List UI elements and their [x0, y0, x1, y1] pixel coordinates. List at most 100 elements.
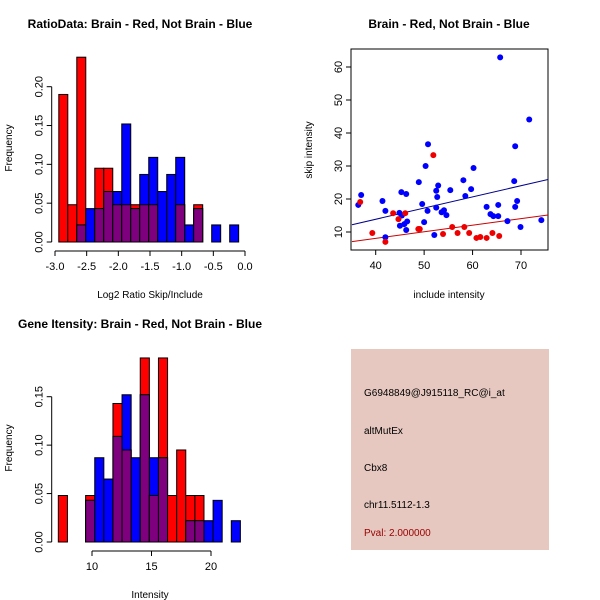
point-not-brain: [422, 163, 429, 169]
intensity-histogram-xlabel: Intensity: [131, 590, 168, 600]
x-tick-label: 70: [515, 260, 527, 272]
bar-overlap: [193, 208, 204, 243]
x-tick-label: 0.0: [237, 261, 252, 273]
point-not-brain: [434, 194, 441, 201]
point-not-brain: [431, 231, 438, 238]
point-not-brain: [403, 191, 410, 198]
point-not-brain: [490, 213, 497, 220]
point-brain: [489, 229, 496, 236]
bar-brain: [176, 449, 187, 543]
point-not-brain: [526, 116, 533, 123]
y-tick-label: 0.10: [34, 434, 46, 455]
bar-not-brain: [85, 208, 96, 243]
point-not-brain: [512, 203, 519, 210]
point-not-brain: [504, 218, 511, 225]
y-tick-label: 40: [333, 127, 345, 139]
point-not-brain: [433, 204, 440, 211]
bar-overlap: [121, 449, 132, 543]
bar-overlap: [139, 394, 150, 543]
point-not-brain: [495, 213, 502, 220]
x-tick-label: 50: [418, 260, 430, 272]
point-not-brain: [512, 143, 519, 150]
scatter-plot: Brain - Red, Not Brain - Blue include in…: [304, 17, 549, 301]
ratio-histogram-xlabel: Log2 Ratio Skip/Include: [97, 290, 203, 301]
point-not-brain: [358, 192, 365, 199]
bar-not-brain: [203, 520, 214, 543]
point-not-brain: [462, 193, 469, 200]
bar-brain: [58, 93, 69, 243]
point-brain: [369, 229, 376, 236]
bar-overlap: [130, 208, 141, 243]
point-not-brain: [538, 217, 545, 224]
p-value: Pval: 2.000000: [364, 528, 431, 539]
point-not-brain: [468, 186, 475, 193]
plot-box: [350, 48, 549, 251]
x-tick-label: 60: [466, 260, 478, 272]
x-tick-label: 10: [86, 561, 98, 573]
point-not-brain: [421, 219, 428, 226]
point-not-brain: [497, 54, 504, 61]
x-tick-label: -3.0: [46, 261, 65, 273]
bar-overlap: [185, 520, 196, 543]
info-panel: G6948849@J915118_RC@i_at altMutEx Cbx8 c…: [351, 349, 549, 550]
point-brain: [466, 229, 473, 236]
bar-overlap: [148, 204, 159, 243]
point-brain: [440, 230, 447, 237]
y-tick-label: 0.15: [34, 115, 46, 136]
bar-overlap: [103, 191, 114, 243]
ratio-histogram-ylabel: Frequency: [4, 124, 15, 171]
scatter-xlabel: include intensity: [413, 290, 484, 301]
y-tick-label: 0.10: [34, 154, 46, 175]
point-brain: [483, 234, 490, 241]
bar-overlap: [194, 520, 205, 543]
bar-brain: [167, 495, 178, 543]
y-tick-label: 30: [333, 160, 345, 172]
point-not-brain: [419, 200, 426, 207]
bar-overlap: [85, 499, 96, 543]
y-tick-label: 50: [333, 94, 345, 106]
point-brain: [382, 238, 389, 245]
y-tick-label: 20: [333, 193, 345, 205]
intensity-histogram: Gene Itensity: Brain - Red, Not Brain - …: [4, 317, 262, 600]
bar-not-brain: [166, 173, 177, 243]
point-brain: [449, 224, 456, 231]
point-brain: [461, 224, 468, 231]
point-not-brain: [435, 182, 442, 189]
point-not-brain: [382, 234, 389, 241]
y-tick-label: 60: [333, 61, 345, 73]
point-not-brain: [404, 218, 411, 225]
point-not-brain: [443, 212, 450, 219]
bar-overlap: [139, 204, 150, 243]
x-tick-label: 15: [145, 561, 157, 573]
fit-line-not-brain: [351, 178, 548, 226]
y-tick-label: 0.20: [34, 76, 46, 97]
point-brain: [454, 229, 461, 236]
event-type: altMutEx: [364, 426, 403, 437]
info-panel-background: [351, 349, 549, 550]
bar-brain: [57, 495, 68, 543]
point-brain: [477, 233, 484, 240]
bar-not-brain: [157, 191, 168, 243]
point-not-brain: [470, 164, 477, 171]
bar-overlap: [112, 435, 123, 543]
point-not-brain: [511, 178, 518, 185]
point-not-brain: [447, 187, 454, 194]
point-brain: [357, 198, 364, 205]
point-not-brain: [517, 224, 524, 231]
y-tick-label: 0.00: [34, 531, 46, 552]
point-not-brain: [460, 177, 467, 184]
x-tick-label: 20: [205, 561, 217, 573]
bar-brain: [76, 56, 87, 243]
bar-not-brain: [130, 457, 141, 543]
x-tick-label: -1.0: [172, 261, 191, 273]
bar-not-brain: [229, 224, 240, 243]
bar-overlap: [76, 224, 87, 243]
x-tick-label: 40: [370, 260, 382, 272]
y-tick-label: 10: [333, 226, 345, 238]
ratio-histogram: RatioData: Brain - Red, Not Brain - Blue…: [4, 17, 253, 301]
x-tick-label: -1.5: [141, 261, 160, 273]
probe-id: G6948849@J915118_RC@i_at: [364, 388, 505, 399]
point-not-brain: [379, 197, 386, 204]
x-tick-label: -2.0: [109, 261, 128, 273]
bar-not-brain: [211, 224, 222, 243]
